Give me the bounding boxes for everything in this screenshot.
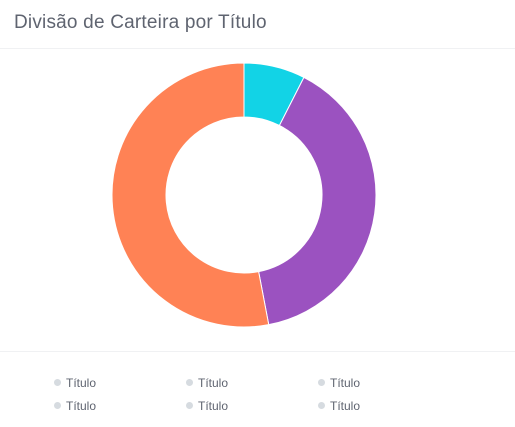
donut-chart: [111, 62, 377, 328]
chart-title: Divisão de Carteira por Título: [14, 12, 267, 33]
legend-item[interactable]: Título: [54, 394, 186, 417]
legend-dot-icon: [186, 379, 193, 386]
legend-label: Título: [330, 398, 361, 413]
donut-slice-3[interactable]: [111, 62, 270, 328]
legend-item[interactable]: Título: [54, 371, 186, 394]
donut-slice-2[interactable]: [258, 76, 377, 326]
legend-dot-icon: [186, 402, 193, 409]
legend-dot-icon: [318, 402, 325, 409]
legend-label: Título: [198, 375, 229, 390]
legend-dot-icon: [54, 379, 61, 386]
legend-item[interactable]: Título: [318, 394, 450, 417]
legend-label: Título: [66, 398, 97, 413]
legend-item[interactable]: Título: [186, 394, 318, 417]
legend: Título Título Título Título Título Título: [54, 371, 454, 417]
legend-label: Título: [66, 375, 97, 390]
legend-dot-icon: [318, 379, 325, 386]
legend-label: Título: [330, 375, 361, 390]
chart-area: [0, 49, 515, 351]
legend-dot-icon: [54, 402, 61, 409]
title-divider: [0, 48, 515, 49]
legend-divider: [0, 351, 515, 352]
legend-item[interactable]: Título: [318, 371, 450, 394]
legend-item[interactable]: Título: [186, 371, 318, 394]
legend-label: Título: [198, 398, 229, 413]
